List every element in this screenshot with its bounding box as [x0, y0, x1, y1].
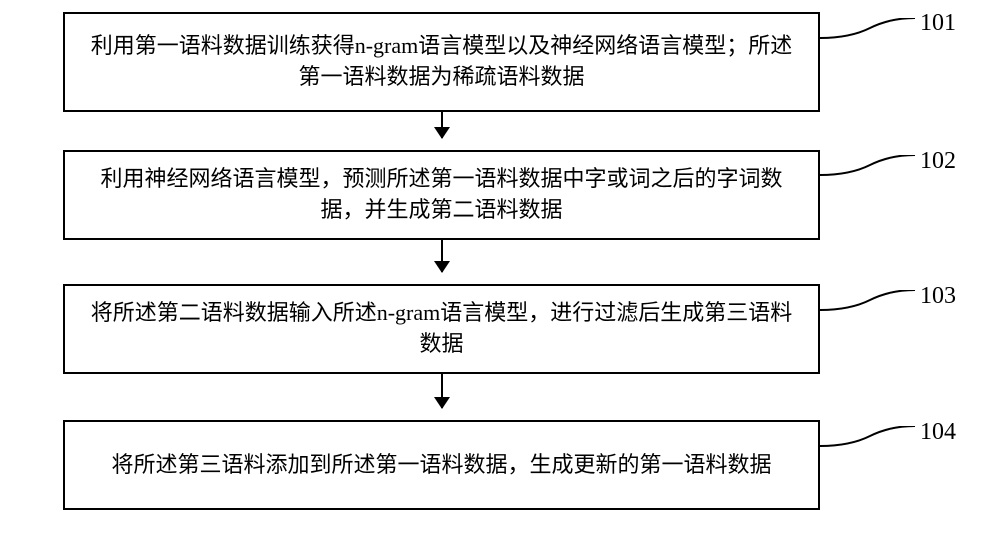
step-text-4: 将所述第三语料添加到所述第一语料数据，生成更新的第一语料数据: [111, 450, 771, 481]
arrow-1-to-2: [441, 112, 443, 138]
arrow-3-to-4: [441, 374, 443, 408]
arrow-2-to-3: [441, 240, 443, 272]
connector-3: [820, 290, 920, 320]
step-box-4: 将所述第三语料添加到所述第一语料数据，生成更新的第一语料数据: [63, 420, 820, 510]
step-text-2: 利用神经网络语言模型，预测所述第一语料数据中字或词之后的字词数据，并生成第二语料…: [85, 164, 798, 226]
step-box-3: 将所述第二语料数据输入所述n-gram语言模型，进行过滤后生成第三语料数据: [63, 284, 820, 374]
connector-1: [820, 18, 920, 48]
flowchart-container: 利用第一语料数据训练获得n-gram语言模型以及神经网络语言模型；所述第一语料数…: [0, 0, 1000, 541]
step-text-3: 将所述第二语料数据输入所述n-gram语言模型，进行过滤后生成第三语料数据: [85, 298, 798, 360]
step-label-2: 102: [920, 148, 956, 175]
step-label-3: 103: [920, 283, 956, 310]
step-box-1: 利用第一语料数据训练获得n-gram语言模型以及神经网络语言模型；所述第一语料数…: [63, 12, 820, 112]
step-label-1: 101: [920, 10, 956, 37]
step-label-4: 104: [920, 419, 956, 446]
step-text-1: 利用第一语料数据训练获得n-gram语言模型以及神经网络语言模型；所述第一语料数…: [85, 31, 798, 93]
connector-2: [820, 155, 920, 185]
connector-4: [820, 426, 920, 456]
step-box-2: 利用神经网络语言模型，预测所述第一语料数据中字或词之后的字词数据，并生成第二语料…: [63, 150, 820, 240]
